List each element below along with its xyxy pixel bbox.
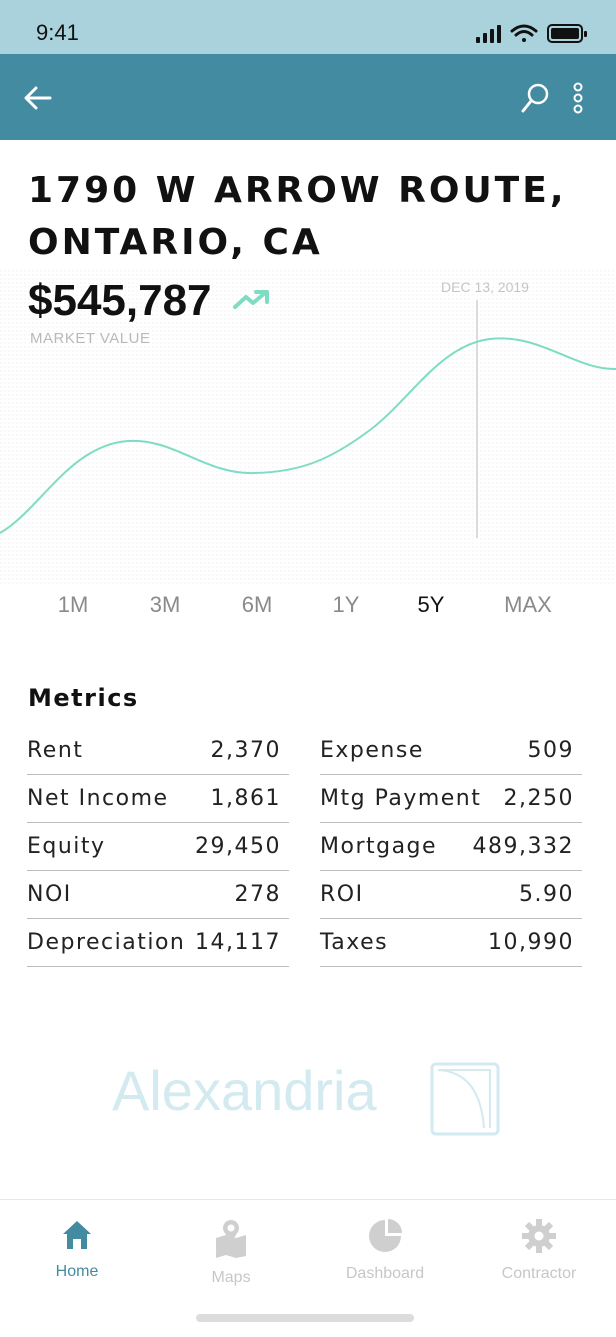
tab-maps[interactable]: Maps <box>154 1218 308 1287</box>
battery-icon <box>547 24 587 43</box>
metric-label: Net Income <box>27 786 169 811</box>
home-icon <box>63 1221 91 1249</box>
chart-background <box>0 270 616 585</box>
metric-label: Mtg Payment <box>320 786 482 811</box>
metric-label: Taxes <box>320 930 389 955</box>
home-indicator <box>196 1314 414 1322</box>
range-5y-button[interactable]: 5Y <box>417 592 445 617</box>
property-address: 1790 W ARROW ROUTE, ONTARIO, CA <box>28 165 588 269</box>
brand-logo-icon <box>430 1062 500 1136</box>
metric-label: NOI <box>27 882 72 907</box>
back-arrow-icon[interactable] <box>24 86 52 110</box>
brand-watermark: Alexandria <box>112 1058 500 1136</box>
metric-label: Equity <box>27 834 106 859</box>
metrics-title: Metrics <box>28 684 139 712</box>
metric-label: Depreciation <box>27 930 186 955</box>
metric-value: 29,450 <box>195 834 281 859</box>
metric-row: Equity 29,450 <box>27 823 289 871</box>
metric-value: 2,370 <box>210 738 281 763</box>
chart-date-label: DEC 13, 2019 <box>441 279 529 295</box>
range-1y-button[interactable]: 1Y <box>332 592 360 617</box>
metric-label: ROI <box>320 882 364 907</box>
metric-value: 1,861 <box>210 786 281 811</box>
range-1m-button[interactable]: 1M <box>57 592 89 617</box>
metric-value: 14,117 <box>195 930 281 955</box>
tab-label: Dashboard <box>345 1265 425 1282</box>
status-time: 9:41 <box>36 20 79 45</box>
range-max-button[interactable]: MAX <box>504 592 552 617</box>
metric-value: 5.90 <box>519 882 574 907</box>
status-bar: 9:41 <box>0 0 616 54</box>
tab-dashboard[interactable]: Dashboard <box>308 1218 462 1283</box>
market-value-label: MARKET VALUE <box>30 330 151 347</box>
address-line-2: ONTARIO, CA <box>28 222 323 263</box>
metric-label: Mortgage <box>320 834 438 859</box>
more-options-icon[interactable] <box>570 82 586 114</box>
metric-row: Expense 509 <box>320 727 582 775</box>
metric-row: Rent 2,370 <box>27 727 289 775</box>
metric-label: Rent <box>27 738 84 763</box>
metric-value: 278 <box>234 882 281 907</box>
app-bar <box>0 54 616 140</box>
gear-icon <box>522 1219 556 1253</box>
metric-row: NOI 278 <box>27 871 289 919</box>
dashboard-pie-icon <box>369 1219 402 1252</box>
metric-row: Mortgage 489,332 <box>320 823 582 871</box>
address-line-1: 1790 W ARROW ROUTE, <box>28 170 567 211</box>
metric-row: ROI 5.90 <box>320 871 582 919</box>
tab-contractor[interactable]: Contractor <box>462 1218 616 1283</box>
time-range-selector: 1M 3M 6M 1Y 5Y MAX <box>0 592 616 622</box>
map-icon <box>216 1220 246 1258</box>
tab-label: Maps <box>211 1269 251 1286</box>
status-icons <box>476 24 587 43</box>
range-3m-button[interactable]: 3M <box>149 592 181 617</box>
bottom-tab-bar: Home Maps Dashboard <box>0 1199 616 1337</box>
metric-value: 489,332 <box>472 834 574 859</box>
metric-value: 10,990 <box>488 930 574 955</box>
metric-row: Mtg Payment 2,250 <box>320 775 582 823</box>
metric-value: 2,250 <box>503 786 574 811</box>
metric-value: 509 <box>527 738 574 763</box>
range-6m-button[interactable]: 6M <box>241 592 273 617</box>
metric-row: Depreciation 14,117 <box>27 919 289 967</box>
search-icon[interactable] <box>520 82 550 114</box>
metric-row: Net Income 1,861 <box>27 775 289 823</box>
metrics-right-column: Expense 509 Mtg Payment 2,250 Mortgage 4… <box>320 727 582 967</box>
metrics-left-column: Rent 2,370 Net Income 1,861 Equity 29,45… <box>27 727 289 967</box>
wifi-icon <box>510 24 538 42</box>
trending-up-icon <box>233 290 269 309</box>
tab-label: Contractor <box>501 1265 577 1282</box>
metric-row: Taxes 10,990 <box>320 919 582 967</box>
market-value: $545,787 <box>28 276 212 325</box>
signal-icon <box>476 25 501 43</box>
tab-label: Home <box>55 1263 99 1280</box>
market-value-chart <box>0 270 616 585</box>
tab-home[interactable]: Home <box>0 1218 154 1281</box>
metric-label: Expense <box>320 738 424 763</box>
brand-name: Alexandria <box>112 1059 377 1122</box>
market-value-line <box>0 337 616 534</box>
